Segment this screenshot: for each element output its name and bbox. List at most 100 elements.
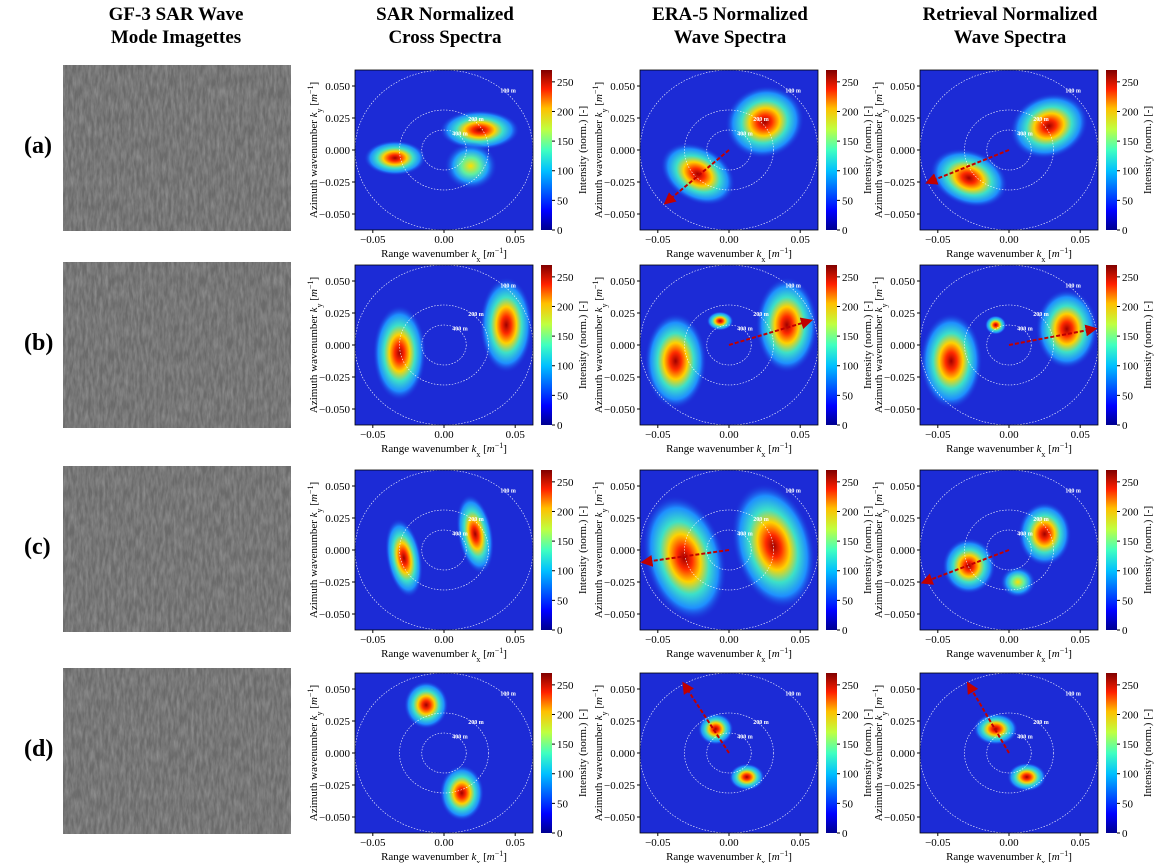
label-part: −1	[1060, 246, 1069, 255]
colorbar-tick-label: 50	[1122, 595, 1134, 607]
label-part: ]	[593, 685, 605, 689]
ring-label: 100 m	[500, 88, 516, 94]
ring-label: 200 m	[1033, 720, 1049, 726]
label-part: ]	[503, 648, 507, 660]
label-part: ]	[873, 482, 885, 486]
y-tick-label: 0.050	[610, 481, 635, 493]
colorbar-tick-label: 100	[1122, 769, 1139, 781]
label-part: −1	[780, 246, 789, 255]
label-part: m	[593, 289, 605, 297]
ring-label: 100 m	[1065, 283, 1081, 289]
label-part: ]	[1068, 648, 1072, 660]
ring-label: 400 m	[452, 327, 468, 333]
label-part: m	[1052, 248, 1060, 260]
ring-label: 400 m	[737, 532, 753, 538]
y-tick-label: 0.050	[890, 481, 915, 493]
ring-label: 400 m	[1017, 327, 1033, 333]
label-part: ]	[788, 443, 792, 455]
colorbar	[826, 265, 837, 425]
colorbar-tick-label: 200	[1122, 106, 1139, 118]
y-tick-label: −0.025	[604, 780, 635, 792]
label-part: ]	[1068, 443, 1072, 455]
y-tick-label: −0.050	[884, 404, 915, 416]
x-tick-label: 0.00	[999, 634, 1019, 646]
label-part: −1	[495, 849, 504, 858]
sar-imagette	[63, 65, 291, 231]
x-tick-label: −0.05	[360, 634, 386, 646]
label-part: m	[873, 94, 885, 102]
y-tick-label: 0.050	[325, 276, 350, 288]
x-label: Range wavenumber kx [m−1]	[946, 849, 1072, 863]
x-tick-label: 0.05	[791, 634, 811, 646]
x-tick-label: −0.05	[645, 429, 671, 441]
colorbar-tick-label: 150	[557, 739, 574, 751]
colorbar-tick-label: 150	[557, 136, 574, 148]
label-part: −1	[495, 441, 504, 450]
colorbar-tick-label: 0	[842, 625, 848, 637]
y-tick-label: 0.050	[610, 276, 635, 288]
colorbar	[1106, 673, 1117, 833]
label-part: −1	[495, 246, 504, 255]
x-tick-label: 0.00	[999, 234, 1019, 246]
ring-label: 200 m	[468, 517, 484, 523]
label-part: Range wavenumber	[946, 648, 1036, 660]
y-tick-label: −0.050	[604, 404, 635, 416]
colorbar-tick-label: 200	[557, 506, 574, 518]
colorbar-tick-label: 150	[1122, 536, 1139, 548]
colorbar-tick-label: 50	[1122, 798, 1134, 810]
ring-label: 200 m	[753, 720, 769, 726]
label-part: −1	[871, 689, 880, 698]
y-tick-label: 0.000	[610, 545, 635, 557]
plot-area: 100 m200 m400 m	[920, 470, 1098, 630]
x-tick-label: −0.05	[925, 837, 951, 849]
colorbar-tick-label: 50	[842, 595, 854, 607]
colorbar-tick-label: 100	[842, 769, 859, 781]
y-tick-label: 0.050	[325, 684, 350, 696]
colorbar-label: Intensity (norm.) [-]	[1142, 506, 1154, 594]
column-title: Wave Spectra	[674, 27, 787, 48]
column-title: Wave Spectra	[954, 27, 1067, 48]
spectral-peak	[364, 140, 426, 175]
label-part: Range wavenumber	[381, 851, 471, 863]
label-part: −1	[871, 86, 880, 95]
x-tick-label: −0.05	[360, 429, 386, 441]
colorbar-tick-label: 0	[842, 225, 848, 237]
colorbar-tick-label: 150	[557, 536, 574, 548]
ring-label: 200 m	[1033, 312, 1049, 318]
label-part: −1	[306, 281, 315, 290]
column-title: Retrieval Normalized	[923, 4, 1098, 25]
y-tick-label: −0.025	[319, 577, 350, 589]
colorbar-tick-label: 200	[1122, 301, 1139, 313]
spectral-peak	[729, 763, 765, 790]
colorbar-tick-label: 250	[557, 680, 574, 692]
colorbar-label: Intensity (norm.) [-]	[577, 709, 589, 797]
ring-label: 100 m	[500, 283, 516, 289]
colorbar	[1106, 265, 1117, 425]
x-tick-label: −0.05	[645, 837, 671, 849]
colorbar-tick-label: 0	[1122, 420, 1128, 432]
colorbar-tick-label: 50	[557, 390, 569, 402]
y-tick-label: −0.025	[604, 177, 635, 189]
label-part: −1	[495, 646, 504, 655]
colorbar-tick-label: 150	[842, 331, 859, 343]
x-tick-label: 0.00	[719, 429, 739, 441]
label-part: ]	[1068, 851, 1072, 863]
label-part: −1	[306, 486, 315, 495]
spectral-peak	[444, 142, 497, 190]
y-tick-label: 0.000	[610, 340, 635, 352]
colorbar-tick-label: 250	[842, 477, 859, 489]
y-tick-label: −0.025	[604, 577, 635, 589]
y-tick-label: 0.025	[610, 513, 635, 525]
x-tick-label: 0.05	[1071, 634, 1091, 646]
colorbar-tick-label: 0	[557, 420, 563, 432]
colorbar-tick-label: 100	[1122, 566, 1139, 578]
colorbar-tick-label: 200	[557, 301, 574, 313]
figure: GF-3 SAR WaveMode ImagettesSAR Normalize…	[0, 0, 1166, 863]
ring-label: 400 m	[737, 735, 753, 741]
y-tick-label: 0.000	[890, 748, 915, 760]
colorbar-tick-label: 150	[842, 739, 859, 751]
colorbar	[541, 70, 552, 230]
ring-label: 100 m	[785, 691, 801, 697]
spectral-peak	[756, 277, 818, 373]
